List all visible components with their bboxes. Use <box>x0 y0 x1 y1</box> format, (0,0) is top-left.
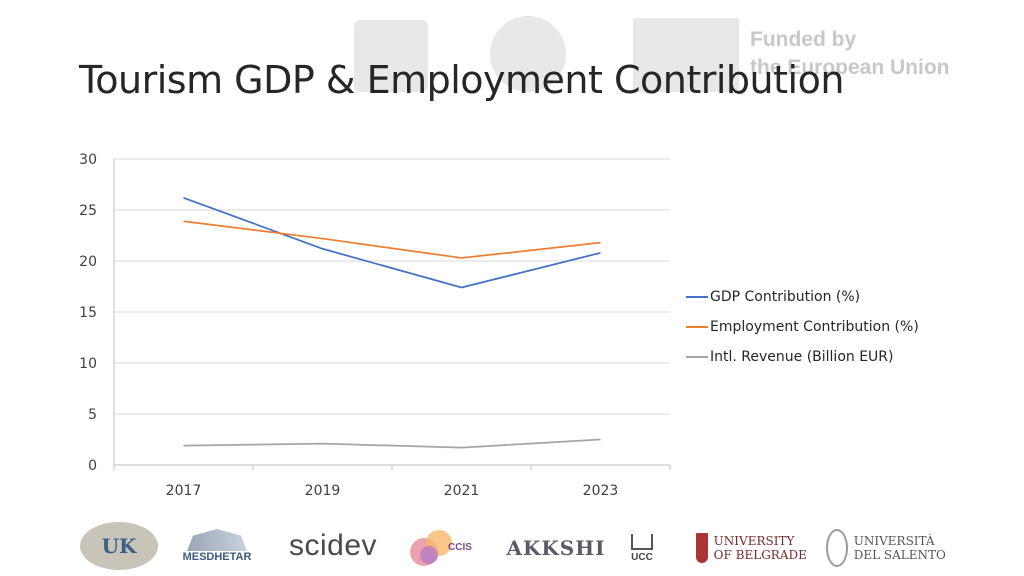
university-of-belgrade-logo: UNIVERSITY OF BELGRADE <box>696 528 808 568</box>
x-tick-label: 2019 <box>305 483 341 499</box>
y-tick-label: 10 <box>79 356 97 372</box>
chart-legend: GDP Contribution (%) Employment Contribut… <box>686 282 919 372</box>
legend-label: Employment Contribution (%) <box>710 319 919 335</box>
y-tick-label: 5 <box>88 407 97 423</box>
seal-logo-watermark <box>490 16 566 92</box>
legend-swatch <box>686 296 708 298</box>
eu-funding-line1: Funded by <box>750 28 857 51</box>
uk-university-logo: UK <box>80 522 158 570</box>
circle-icon <box>420 546 438 564</box>
y-tick-label: 15 <box>79 305 97 321</box>
ucc-logo: UCC <box>622 526 662 570</box>
ccis-logo-text: CCIS <box>448 542 472 553</box>
legend-swatch <box>686 326 708 328</box>
akkshi-logo-text: AKKSHI <box>506 536 606 560</box>
eu-flag-watermark <box>633 18 739 92</box>
x-tick-label: 2021 <box>444 483 480 499</box>
legend-item: Intl. Revenue (Billion EUR) <box>686 342 919 372</box>
shield-icon <box>696 533 708 563</box>
eu-funding-line2: the European Union <box>750 56 950 79</box>
ucc-logo-text: UCC <box>631 551 653 563</box>
header-logos: Funded by the European Union <box>0 0 1024 110</box>
y-tick-label: 25 <box>79 203 97 219</box>
series-line-2 <box>183 220 601 259</box>
chart-gridlines <box>114 158 670 415</box>
mesdhetar-logo: MESDHETAR <box>180 526 254 566</box>
chart-axes <box>113 159 671 470</box>
partner-logo-watermark <box>354 20 428 92</box>
ccis-logo: CCIS <box>408 526 488 570</box>
x-axis-tick-labels: 2017 2019 2021 2023 <box>166 483 619 499</box>
building-icon <box>187 529 247 551</box>
legend-item: Employment Contribution (%) <box>686 312 919 342</box>
scidev-logo: scidev <box>288 526 378 566</box>
salento-logo-text: UNIVERSITÀ DEL SALENTO <box>853 534 946 562</box>
chart-series-lines <box>183 196 601 449</box>
belgrade-logo-text: UNIVERSITY OF BELGRADE <box>713 534 807 562</box>
y-tick-label: 20 <box>79 254 97 270</box>
legend-label: Intl. Revenue (Billion EUR) <box>710 349 894 365</box>
slide-title: Tourism GDP & Employment Contribution <box>79 58 844 102</box>
x-tick-label: 2023 <box>583 483 619 499</box>
footer-logos: UK MESDHETAR scidev CCIS AKKSHI UCC UNIV… <box>0 512 1024 576</box>
series-line-1 <box>183 196 601 289</box>
book-icon <box>631 533 653 550</box>
uk-logo-text: UK <box>101 534 137 558</box>
y-tick-label: 30 <box>79 152 97 168</box>
series-line-3 <box>183 438 601 449</box>
scidev-logo-text: scidev <box>288 529 378 562</box>
mesdhetar-logo-text: MESDHETAR <box>182 551 252 563</box>
legend-item: GDP Contribution (%) <box>686 282 919 312</box>
akkshi-logo: AKKSHI <box>506 528 606 568</box>
y-tick-label: 0 <box>88 458 97 474</box>
y-axis-tick-labels: 0 5 10 15 20 25 30 <box>79 152 97 474</box>
legend-swatch <box>686 356 708 358</box>
x-tick-label: 2017 <box>166 483 202 499</box>
legend-label: GDP Contribution (%) <box>710 289 861 305</box>
seal-icon <box>826 529 848 567</box>
universita-del-salento-logo: UNIVERSITÀ DEL SALENTO <box>826 526 946 570</box>
eu-funding-label: Funded by the European Union <box>750 26 990 82</box>
